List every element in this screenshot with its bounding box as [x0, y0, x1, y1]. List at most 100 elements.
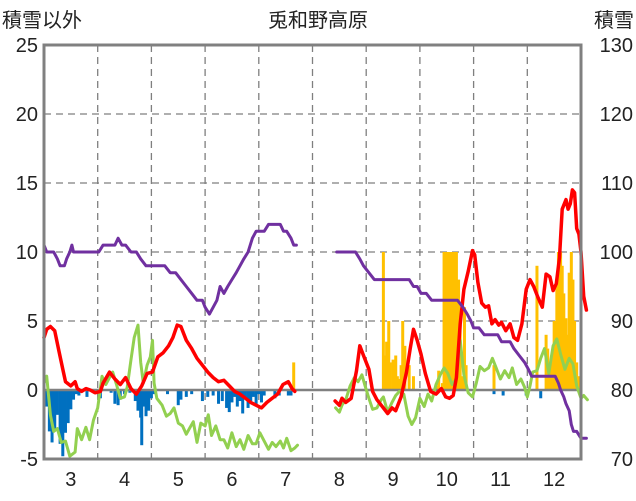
orange-bar [440, 383, 444, 390]
red-line [42, 188, 589, 416]
blue-bar [492, 390, 496, 395]
orange-bar [567, 272, 571, 390]
orange-bar [292, 362, 296, 390]
y-left-tick-label: 15 [16, 173, 38, 195]
blue-bar [206, 390, 210, 397]
x-tick-label: 8 [334, 469, 345, 491]
orange-bar [492, 365, 496, 390]
y-left-tick-label: 5 [27, 311, 38, 333]
y-left-label: 積雪以外 [2, 8, 82, 32]
blue-bar [53, 390, 57, 431]
blue-bar [152, 390, 156, 395]
chart-title: 兎和野高原 [268, 8, 368, 32]
blue-bar [147, 390, 151, 411]
blue-bar [257, 390, 261, 395]
blue-bar [72, 390, 76, 400]
green-line [42, 323, 589, 458]
blue-bar [241, 390, 245, 414]
orange-bar [555, 279, 559, 390]
blue-bar [227, 390, 231, 413]
purple-line [42, 222, 588, 440]
orange-bar [559, 252, 563, 390]
orange-bar [385, 341, 389, 390]
orange-bar [447, 252, 451, 390]
orange-bar [381, 252, 385, 390]
blue-bar [539, 390, 543, 399]
orange-bar [401, 321, 405, 390]
blue-bar [113, 390, 117, 404]
blue-bar [251, 390, 255, 397]
plot-area [42, 43, 583, 461]
blue-bar [262, 390, 266, 396]
blue-bar [230, 390, 234, 403]
blue-bar [144, 390, 148, 417]
orange-bar [394, 355, 398, 390]
orange-bar [391, 359, 395, 390]
orange-bar [535, 265, 539, 390]
orange-bar [387, 321, 391, 390]
blue-bar [179, 390, 183, 400]
blue-bar [116, 390, 120, 406]
orange-bar [397, 378, 401, 390]
orange-bar [411, 376, 415, 390]
y-right-tick-label: 130 [600, 35, 633, 57]
bar-series [44, 252, 581, 457]
blue-bar [286, 390, 290, 396]
blue-bar [254, 390, 258, 406]
blue-bar [69, 390, 73, 410]
y-right-tick-label: 70 [611, 449, 633, 471]
blue-bar [149, 390, 153, 399]
blue-bar [259, 390, 263, 403]
orange-bar [569, 252, 573, 390]
blue-bar [85, 390, 89, 397]
blue-bar [109, 390, 113, 393]
y-right-tick-label: 90 [611, 311, 633, 333]
x-axis: 3 4 5 6 7 8 9 10 11 12 [65, 469, 565, 491]
x-tick-label: 3 [65, 469, 76, 491]
y-right-label: 積雪 [594, 8, 634, 32]
y-right-tick-label: 110 [601, 173, 633, 195]
x-tick-label: 10 [436, 469, 458, 491]
blue-bar [200, 390, 204, 402]
y-right-tick-label: 100 [600, 242, 633, 264]
orange-bar [460, 376, 464, 390]
blue-bar [166, 390, 170, 395]
orange-bar [454, 252, 458, 390]
orange-bar [449, 252, 453, 390]
blue-bar [140, 390, 144, 446]
orange-bar [453, 252, 457, 390]
orange-bar [552, 321, 556, 390]
blue-bar [142, 390, 146, 407]
y-right-tick-label: 80 [611, 380, 633, 402]
orange-bar [395, 376, 399, 390]
blue-bar [190, 390, 194, 395]
x-tick-label: 9 [387, 469, 398, 491]
blue-bar [176, 390, 180, 406]
y-left-tick-label: 20 [16, 104, 38, 126]
blue-bar [63, 390, 67, 433]
orange-bar [388, 362, 392, 390]
orange-bar [462, 307, 466, 390]
blue-bar [217, 390, 221, 404]
blue-bar [501, 390, 505, 396]
blue-bar [133, 390, 137, 402]
orange-bar [556, 252, 560, 390]
y-left-tick-label: 10 [16, 242, 38, 264]
blue-bar [243, 390, 247, 399]
orange-bar [407, 365, 411, 390]
orange-bar [383, 355, 387, 390]
blue-bar [249, 390, 253, 402]
x-tick-label: 4 [119, 469, 130, 491]
y-right-tick-label: 120 [600, 104, 633, 126]
blue-bar [225, 390, 229, 408]
orange-bar [444, 252, 448, 390]
orange-bar [451, 252, 455, 390]
blue-bar [66, 390, 70, 424]
x-tick-label: 6 [226, 469, 237, 491]
orange-bar [562, 293, 566, 390]
x-tick-label: 12 [543, 469, 565, 491]
y-right-axis: 130 120 110 100 90 80 70 [600, 35, 633, 471]
y-left-axis: 25 20 15 10 5 0 -5 [16, 35, 38, 471]
orange-bar [571, 279, 575, 390]
